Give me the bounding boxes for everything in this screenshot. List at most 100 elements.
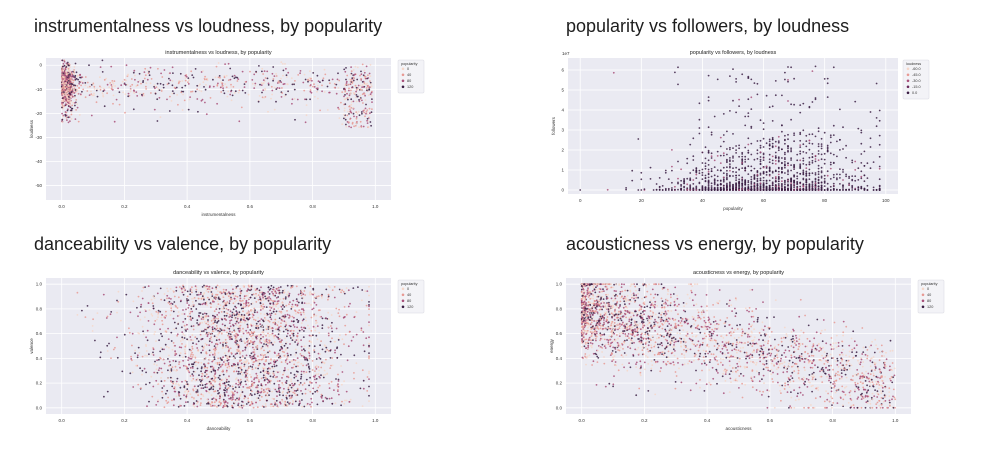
scatter-point — [198, 89, 201, 92]
scatter-point — [245, 304, 248, 307]
scatter-point — [744, 161, 747, 163]
scatter-point — [707, 164, 710, 166]
scatter-point — [316, 87, 319, 90]
scatter-point — [285, 394, 288, 397]
scatter-point — [84, 84, 87, 87]
x-tick-label: 0 — [579, 198, 582, 203]
scatter-point — [209, 338, 211, 340]
scatter-point — [771, 162, 774, 165]
scatter-point — [238, 89, 241, 92]
scatter-point — [158, 367, 161, 369]
scatter-point — [309, 90, 312, 93]
scatter-point — [695, 189, 698, 191]
scatter-point — [302, 364, 304, 367]
scatter-point — [189, 288, 192, 291]
scatter-point — [159, 328, 162, 331]
scatter-point — [139, 367, 141, 370]
scatter-point — [802, 169, 805, 172]
scatter-point — [195, 299, 197, 302]
scatter-point — [159, 310, 162, 313]
scatter-point — [369, 75, 372, 77]
scatter-point — [87, 86, 89, 89]
scatter-point — [313, 292, 316, 295]
scatter-point — [796, 185, 799, 188]
scatter-point — [65, 70, 67, 72]
scatter-point — [287, 354, 289, 357]
scatter-point — [805, 174, 808, 177]
scatter-point — [826, 149, 829, 152]
scatter-point — [258, 65, 260, 67]
scatter-point — [212, 366, 215, 369]
chart-heading: danceability vs valence, by popularity — [34, 234, 332, 254]
scatter-point — [796, 153, 799, 156]
scatter-point — [233, 74, 236, 77]
scatter-point — [126, 83, 129, 86]
scatter-point — [293, 88, 296, 91]
scatter-point — [762, 179, 765, 182]
scatter-point — [161, 396, 164, 399]
scatter-point — [67, 102, 70, 104]
scatter-point — [86, 81, 89, 84]
scatter-point — [307, 78, 309, 81]
scatter-point — [131, 344, 133, 347]
scatter-point — [217, 404, 220, 407]
scatter-point — [321, 297, 323, 299]
scatter-point — [347, 305, 350, 308]
scatter-point — [190, 90, 192, 93]
scatter-point — [790, 169, 792, 172]
scatter-point — [230, 336, 233, 339]
scatter-point — [187, 359, 190, 361]
scatter-point — [166, 297, 168, 300]
scatter-point — [355, 362, 358, 365]
scatter-point — [70, 79, 73, 82]
scatter-point — [729, 157, 731, 159]
scatter-point — [197, 340, 200, 343]
scatter-point — [251, 302, 254, 305]
scatter-point — [209, 97, 212, 99]
scatter-point — [808, 156, 811, 159]
scatter-point — [726, 130, 728, 133]
scatter-point — [305, 104, 308, 106]
scatter-point — [759, 144, 762, 147]
scatter-point — [829, 178, 832, 180]
scatter-point — [263, 297, 265, 300]
scatter-point — [297, 338, 299, 341]
scatter-point — [259, 83, 261, 86]
scatter-point — [309, 403, 311, 406]
scatter-point — [211, 341, 213, 344]
scatter-point — [229, 78, 232, 81]
scatter-point — [288, 303, 290, 306]
scatter-point — [177, 391, 180, 393]
scatter-point — [337, 87, 340, 89]
scatter-point — [309, 84, 312, 86]
scatter-point — [243, 321, 246, 324]
scatter-point — [756, 170, 759, 172]
scatter-point — [799, 131, 802, 134]
scatter-point — [771, 142, 774, 145]
scatter-point — [280, 361, 283, 363]
scatter-point — [710, 175, 713, 178]
scatter-point — [68, 105, 71, 108]
scatter-point — [215, 325, 218, 327]
scatter-point — [247, 93, 250, 96]
scatter-point — [303, 370, 305, 373]
scatter-point — [266, 324, 269, 327]
scatter-point — [236, 295, 239, 298]
scatter-point — [333, 286, 336, 288]
scatter-point — [198, 315, 201, 318]
scatter-point — [297, 340, 300, 343]
scatter-point — [260, 84, 263, 86]
scatter-point — [371, 108, 373, 110]
scatter-point — [93, 88, 96, 90]
scatter-point — [175, 86, 178, 89]
scatter-point — [820, 184, 823, 187]
scatter-point — [784, 157, 786, 159]
scatter-point — [808, 185, 811, 188]
scatter-point — [353, 372, 355, 374]
scatter-point — [317, 97, 319, 100]
scatter-point — [212, 397, 215, 400]
scatter-point — [74, 118, 77, 120]
scatter-point — [203, 284, 205, 287]
scatter-point — [125, 79, 127, 82]
scatter-point — [738, 155, 740, 158]
